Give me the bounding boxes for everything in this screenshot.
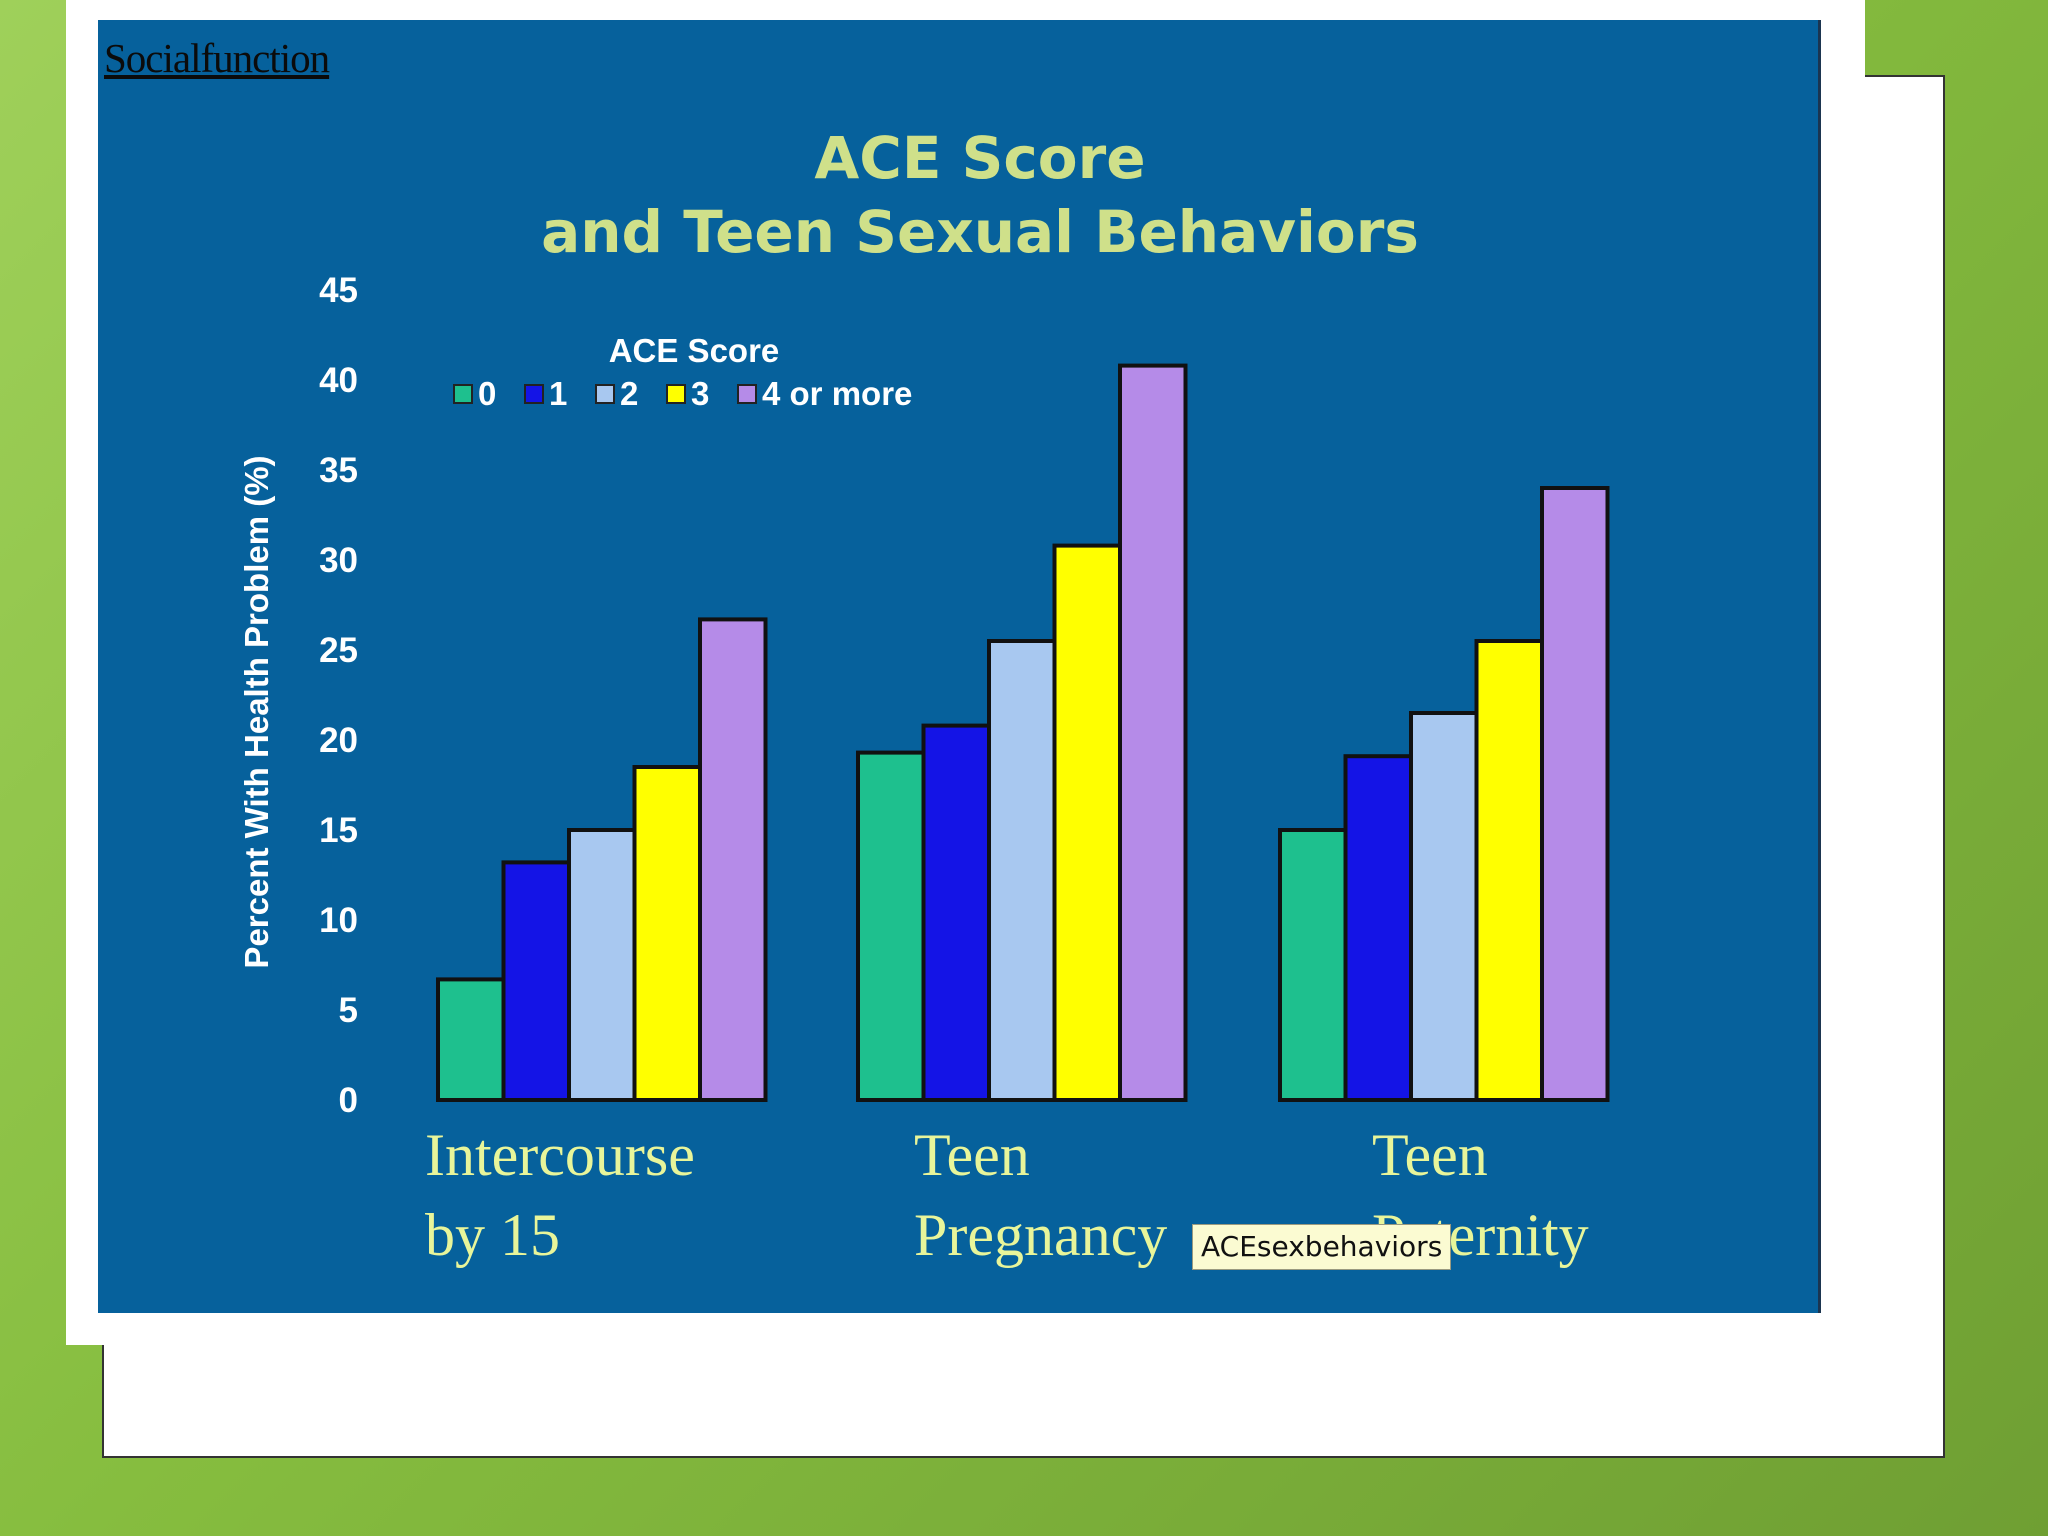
- category-label: by 15: [425, 1202, 560, 1268]
- legend-title: ACE Score: [609, 332, 780, 369]
- legend-swatch: [666, 384, 686, 404]
- y-tick-label: 45: [319, 271, 358, 310]
- chart-title-line-2: and Teen Sexual Behaviors: [541, 198, 1419, 266]
- legend-label: 0: [478, 375, 496, 412]
- category-label: Intercourse: [425, 1122, 695, 1188]
- legend-swatch: [453, 384, 473, 404]
- bars: [436, 363, 1610, 1103]
- y-tick-label: 20: [319, 721, 358, 760]
- bar-1-0: [856, 750, 926, 1102]
- y-tick-label: 0: [339, 1081, 358, 1120]
- bar-2-3: [1474, 639, 1544, 1102]
- y-tick-label: 40: [319, 361, 358, 400]
- bar-0-0: [436, 977, 506, 1103]
- y-tick-label: 25: [319, 631, 358, 670]
- category-label: Teen: [914, 1122, 1030, 1188]
- y-axis-label: Percent With Health Problem (%): [238, 455, 275, 968]
- bar-1-2: [987, 639, 1057, 1102]
- legend: 0 1 2 3 4 or more: [453, 375, 912, 412]
- bar-2-0: [1278, 828, 1348, 1102]
- legend-label: 1: [549, 375, 567, 412]
- legend-label: 4 or more: [762, 375, 912, 412]
- legend-swatch: [524, 384, 544, 404]
- bar-2-4: [1540, 486, 1610, 1102]
- y-tick-label: 10: [319, 901, 358, 940]
- y-tick-label: 5: [339, 991, 358, 1030]
- y-tick-label: 35: [319, 451, 358, 490]
- bar-0-1: [501, 860, 571, 1103]
- y-axis-ticks: 0 5 10 15 20 25 30 35 40 45: [319, 271, 358, 1120]
- bar-0-3: [632, 765, 702, 1102]
- bar-1-4: [1118, 363, 1188, 1103]
- category-label: Teen: [1372, 1122, 1488, 1188]
- bar-2-1: [1343, 754, 1413, 1102]
- legend-label: 2: [620, 375, 638, 412]
- category-label: Pregnancy: [914, 1202, 1167, 1268]
- bar-0-2: [567, 828, 637, 1102]
- social-function-link[interactable]: Socialfunction: [104, 35, 330, 81]
- bar-0-4: [698, 617, 768, 1103]
- bar-1-1: [921, 723, 991, 1102]
- y-tick-label: 15: [319, 811, 358, 850]
- bar-2-2: [1409, 711, 1479, 1102]
- image-tooltip: ACEsexbehaviors: [1192, 1224, 1452, 1270]
- legend-swatch: [595, 384, 615, 404]
- y-tick-label: 30: [319, 541, 358, 580]
- legend-swatch: [737, 384, 757, 404]
- bar-1-3: [1052, 543, 1122, 1102]
- chart-title-line-1: ACE Score: [814, 124, 1145, 192]
- legend-label: 3: [691, 375, 709, 412]
